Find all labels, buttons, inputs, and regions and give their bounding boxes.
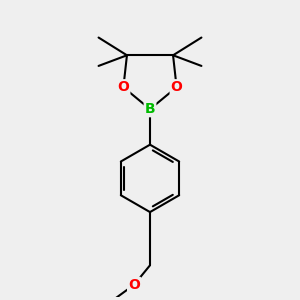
Text: B: B (145, 102, 155, 116)
Text: O: O (118, 80, 129, 94)
Text: O: O (128, 278, 140, 292)
Text: O: O (171, 80, 182, 94)
